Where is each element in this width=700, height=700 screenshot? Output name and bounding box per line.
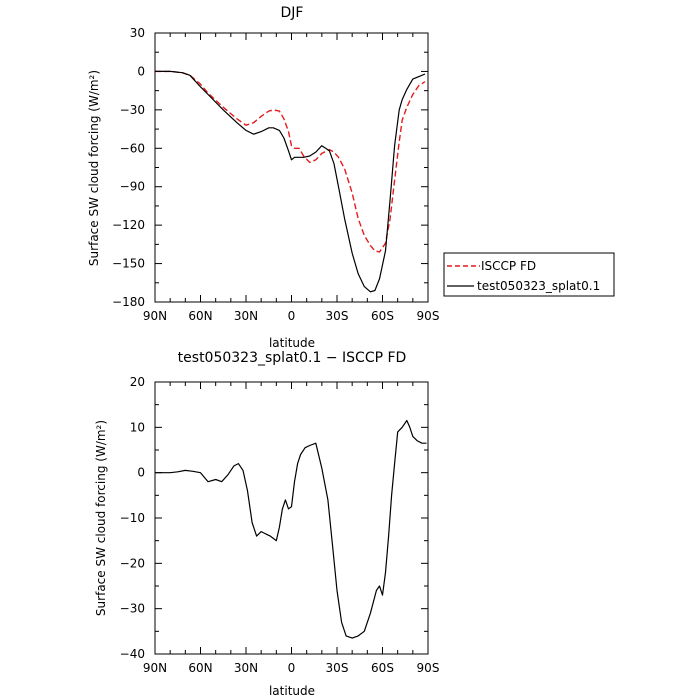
top-x-tick-label: 90N xyxy=(143,309,167,323)
bottom-y-tick-label: 10 xyxy=(130,420,145,434)
bottom-x-tick-label: 30N xyxy=(234,661,258,675)
top-chart: DJF 90N 60N 30N 0 30S 60S 90S 30 0 −30 −60 −90 −120 −… xyxy=(87,5,439,350)
top-x-tick-label: 60S xyxy=(371,309,394,323)
bottom-y-tick-label: −40 xyxy=(120,647,145,661)
top-x-tick-label: 0 xyxy=(288,309,296,323)
legend-label-isccp: ISCCP FD xyxy=(481,259,536,273)
bottom-chart: test050323_splat0.1 − ISCCP FD 90N 60N 30N… xyxy=(94,350,439,698)
top-y-tick-label: −180 xyxy=(112,295,145,309)
top-series-line-test050323-splat0-1 xyxy=(155,70,426,293)
top-plot-frame xyxy=(154,32,429,303)
bottom-x-tick-label: 0 xyxy=(288,661,296,675)
bottom-y-tick-label: 0 xyxy=(137,466,145,480)
bottom-y-tick-label: −20 xyxy=(120,556,145,570)
bottom-x-axis-label: latitude xyxy=(269,684,315,698)
top-x-tick-label: 30N xyxy=(234,309,258,323)
bottom-x-tick-label: 90N xyxy=(143,661,167,675)
top-y-tick-label: −90 xyxy=(120,180,145,194)
bottom-x-tick-label: 60N xyxy=(188,661,212,675)
bottom-x-tick-label: 90S xyxy=(417,661,440,675)
bottom-chart-title: test050323_splat0.1 − ISCCP FD xyxy=(178,350,407,366)
top-y-tick-label: 0 xyxy=(137,64,145,78)
top-y-tick-label: 30 xyxy=(130,26,145,40)
bottom-y-tick-label: −10 xyxy=(120,511,145,525)
top-x-tick-label: 60N xyxy=(188,309,212,323)
top-y-axis-label: Surface SW cloud forcing (W/m²) xyxy=(87,70,101,266)
bottom-series-line-0 xyxy=(155,419,427,639)
top-series-line-isccp-fd xyxy=(155,70,426,253)
top-y-tick-label: −60 xyxy=(120,141,145,155)
bottom-y-tick-label: −30 xyxy=(120,602,145,616)
legend-box xyxy=(443,252,615,297)
top-y-tick-label: −120 xyxy=(112,218,145,232)
top-chart-title: DJF xyxy=(281,5,304,21)
bottom-y-axis-label: Surface SW cloud forcing (W/m²) xyxy=(94,420,108,616)
bottom-y-tick-label: 20 xyxy=(130,375,145,389)
top-y-tick-label: −150 xyxy=(112,257,145,271)
top-x-tick-label: 30S xyxy=(326,309,349,323)
bottom-x-tick-label: 60S xyxy=(371,661,394,675)
top-x-tick-label: 90S xyxy=(417,309,440,323)
legend: ISCCP FD test050323_splat0.1 xyxy=(443,252,615,297)
top-y-tick-label: −30 xyxy=(120,103,145,117)
bottom-x-tick-label: 30S xyxy=(326,661,349,675)
top-x-axis-label: latitude xyxy=(269,336,315,350)
legend-label-test: test050323_splat0.1 xyxy=(477,279,600,293)
bottom-plot-frame xyxy=(154,381,429,655)
